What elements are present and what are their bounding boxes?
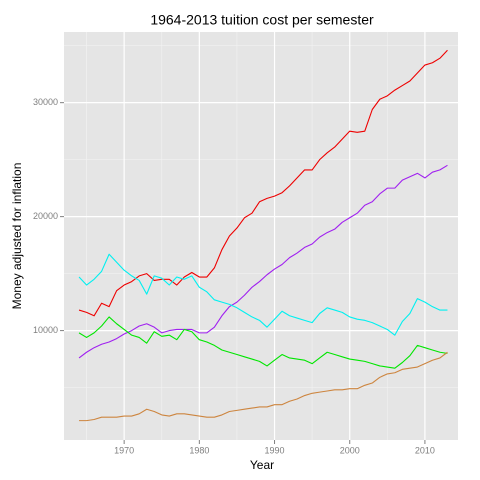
x-tick-label: 1990 [265, 445, 285, 455]
x-tick-label: 2010 [415, 445, 435, 455]
plot-panel [64, 32, 458, 440]
x-tick-label: 1980 [189, 445, 209, 455]
y-tick-label: 10000 [33, 325, 58, 335]
line-series [78, 164, 448, 359]
y-tick-label: 20000 [33, 211, 58, 221]
line-series [78, 253, 448, 336]
x-axis-title: Year [250, 458, 274, 472]
line-series [78, 316, 448, 369]
line-series [78, 49, 448, 317]
chart-title: 1964-2013 tuition cost per semester [150, 12, 374, 28]
y-tick-label: 30000 [33, 97, 58, 107]
x-tick-label: 2000 [340, 445, 360, 455]
line-series [79, 351, 448, 422]
x-tick-label: 1970 [114, 445, 134, 455]
y-axis-title: Money adjusted for inflation [10, 163, 24, 310]
